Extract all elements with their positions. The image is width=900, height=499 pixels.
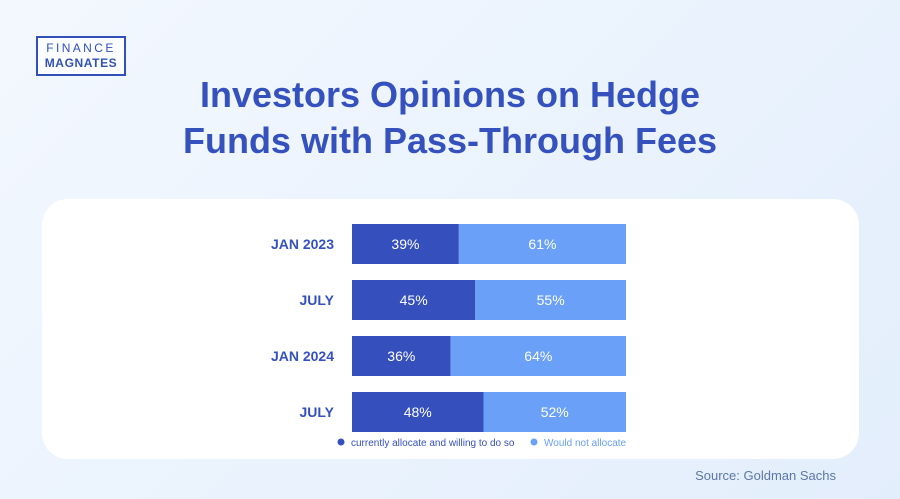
bar-segment-not-allocate: [483, 392, 626, 432]
bar-data-label: 39%: [391, 236, 419, 252]
bar-data-label: 64%: [524, 348, 552, 364]
legend-marker: [530, 438, 538, 446]
bar-data-label: 55%: [537, 292, 565, 308]
bar-data-label: 45%: [400, 292, 428, 308]
legend-label: currently allocate and willing to do so: [351, 438, 515, 449]
bar-segment-not-allocate: [458, 224, 626, 264]
legend-marker: [337, 438, 345, 446]
bar-segment-not-allocate: [475, 280, 626, 320]
bar-segment-allocate: [352, 336, 451, 376]
title-line-2: Funds with Pass-Through Fees: [182, 120, 718, 161]
bar-segment-allocate: [352, 392, 484, 432]
bar-data-label: 48%: [404, 404, 432, 420]
bar-segment-allocate: [352, 280, 476, 320]
stacked-bar-chart: JAN 2023 39% 61% JULY 45% 55% JAN 2024 36% 64% JU…: [271, 224, 627, 449]
logo-line-1: FINANCE: [46, 41, 116, 55]
logo-line-2: MAGNATES: [44, 56, 118, 70]
category-label: JULY: [299, 404, 334, 420]
page-title: Investors Opinions on Hedge Funds with P…: [0, 72, 900, 164]
chart-card: JAN 2023 39% 61% JULY 45% 55% JAN 2024 36% 64% JU…: [42, 199, 859, 459]
bar-data-label: 52%: [541, 404, 569, 420]
category-label: JAN 2024: [271, 348, 334, 364]
bar-data-label: 36%: [387, 348, 415, 364]
bar-segment-not-allocate: [450, 336, 626, 376]
bar-segment-allocate: [352, 224, 459, 264]
title-line-1: Investors Opinions on Hedge: [199, 74, 701, 115]
bar-data-label: 61%: [528, 236, 556, 252]
legend-label: Would not allocate: [544, 438, 627, 449]
category-label: JAN 2023: [271, 236, 334, 252]
finance-magnates-logo: FINANCE MAGNATES: [36, 36, 126, 76]
source-note: Source: Goldman Sachs: [695, 468, 836, 483]
category-label: JULY: [299, 292, 334, 308]
